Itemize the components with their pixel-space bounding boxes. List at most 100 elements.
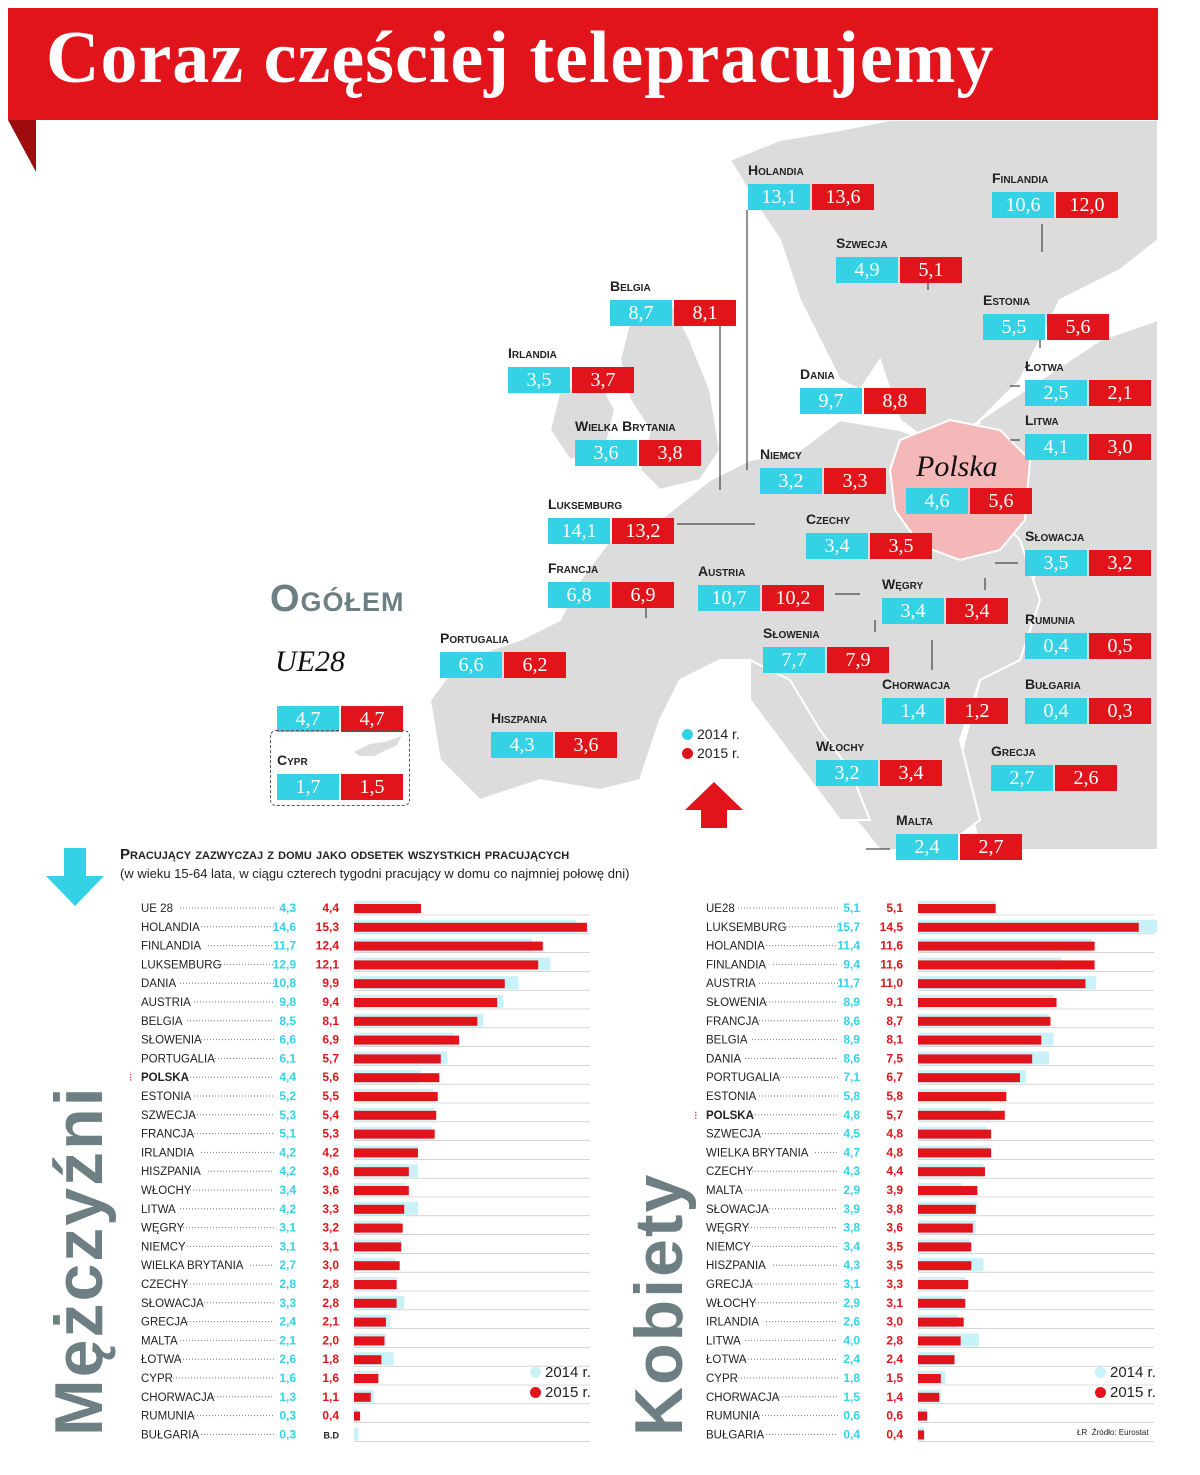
map-value-2014: 8,7 — [610, 300, 672, 326]
category-label: GRECJA — [706, 1279, 753, 1291]
value-label-2014: 4,4 — [279, 1070, 296, 1084]
value-label-2014: 4,3 — [279, 901, 296, 915]
value-label-2015: 5,8 — [886, 1089, 903, 1103]
map-value-2014: 2,7 — [991, 765, 1053, 791]
title-banner — [8, 8, 1158, 120]
map-value-2014: 4,6 — [906, 488, 968, 514]
category-label: WIELKA BRYTANIA — [141, 1260, 244, 1272]
highlight-marker: ⁝ — [129, 1072, 133, 1084]
credits-author: ŁR — [1077, 1428, 1088, 1437]
map-value-2014: 3,5 — [508, 367, 570, 393]
category-label: ŁOTWA — [706, 1354, 747, 1366]
category-label: MALTA — [141, 1335, 178, 1347]
highlight-marker: ⁝ — [694, 1110, 698, 1122]
value-label-2014: 4,3 — [843, 1164, 860, 1178]
map-value-2015: 12,0 — [1056, 192, 1118, 218]
category-label: LUKSEMBURG — [706, 922, 787, 934]
value-label-2015: 3,0 — [886, 1315, 903, 1329]
bar-2015 — [918, 1016, 1051, 1026]
value-label-2015: 11,6 — [880, 957, 903, 971]
bar-2015 — [918, 1073, 1021, 1083]
men-bar-chart: UE 28 4,3 4,4 HOLANDIA 14,6 15,3 FINLANDIA 11,7… — [129, 901, 590, 1442]
arrow-up-icon — [685, 782, 743, 828]
bar-2015 — [918, 1261, 972, 1271]
category-label: PORTUGALIA — [141, 1053, 215, 1065]
value-label-2015: 1,4 — [886, 1390, 903, 1404]
value-label-2015: 5,4 — [322, 1108, 339, 1122]
value-label-2015: 9,1 — [886, 995, 903, 1009]
value-label-2014: 5,2 — [279, 1089, 296, 1103]
category-label: WŁOCHY — [706, 1298, 757, 1310]
category-label: HOLANDIA — [141, 922, 200, 934]
value-label-2015: 3,3 — [322, 1202, 339, 1216]
value-label-2014: 1,6 — [279, 1371, 296, 1385]
map-value-2014: 5,5 — [983, 314, 1045, 340]
category-label: MALTA — [706, 1185, 743, 1197]
category-label: LITWA — [706, 1335, 741, 1347]
map-value-2014: 13,1 — [748, 184, 810, 210]
value-label-2014: 4,5 — [843, 1127, 860, 1141]
map-country-name: Włochy — [816, 738, 865, 754]
value-label-2014: 11,7 — [837, 976, 860, 990]
bar-2015 — [918, 1411, 928, 1421]
value-label-2014: 2,8 — [279, 1277, 296, 1291]
category-label: LITWA — [141, 1204, 176, 1216]
women-legend-dot-2015 — [1095, 1387, 1106, 1398]
credits-source: Źródło: Eurostat — [1091, 1428, 1149, 1437]
value-label-2014: 0,6 — [843, 1409, 860, 1423]
map-country-name: Grecja — [991, 743, 1036, 759]
category-label: FINLANDIA — [706, 959, 766, 971]
women-panel-label: Kobiety — [621, 1172, 697, 1436]
category-label: NIEMCY — [141, 1241, 186, 1253]
bar-2015 — [354, 941, 543, 951]
cypr-inset — [270, 730, 410, 806]
map-value-2014: 10,6 — [992, 192, 1054, 218]
category-label: SŁOWACJA — [141, 1298, 204, 1310]
map-value-2014: 14,1 — [548, 518, 610, 544]
bar-2015 — [354, 960, 539, 970]
value-label-2015: 3,6 — [322, 1164, 339, 1178]
category-label: FRANCJA — [141, 1129, 194, 1141]
bar-2015 — [918, 1167, 985, 1177]
category-label: WIELKA BRYTANIA — [706, 1147, 809, 1159]
ue28-label: UE28 — [275, 645, 345, 678]
value-label-2014: 2,4 — [843, 1352, 860, 1366]
bar-2015 — [354, 1186, 409, 1195]
category-label: WŁOCHY — [141, 1185, 192, 1197]
map-country-name: Hiszpania — [491, 710, 548, 726]
value-label-2015: 12,4 — [316, 939, 340, 953]
women-legend-2015: 2015 r. — [1095, 1384, 1156, 1404]
map-country-name: Łotwa — [1025, 358, 1064, 374]
value-label-2014: 8,6 — [843, 1051, 860, 1065]
map-country-name: Finlandia — [992, 170, 1049, 186]
map-country-name: Litwa — [1025, 412, 1059, 428]
map-value-2015: 3,8 — [639, 440, 701, 466]
value-label-2014: 4,2 — [279, 1164, 296, 1178]
value-label-2015: 3,1 — [886, 1296, 903, 1310]
map-country-name: Szwecja — [836, 235, 888, 251]
bar-2015 — [354, 1204, 405, 1214]
value-label-2015: 3,5 — [886, 1239, 903, 1253]
value-label-2014: 8,9 — [843, 995, 860, 1009]
value-label-2014: 4,2 — [279, 1202, 296, 1216]
value-label-2014: 3,3 — [279, 1296, 296, 1310]
women-chart-legend: 2014 r. 2015 r. — [1095, 1364, 1156, 1404]
bar-2015 — [918, 1110, 1005, 1120]
value-label-2015: 0,6 — [886, 1409, 903, 1423]
bar-2015 — [918, 1092, 1007, 1101]
category-label: CHORWACJA — [706, 1392, 780, 1404]
value-label-2014: 2,9 — [843, 1296, 860, 1310]
map-country-name: Austria — [698, 563, 746, 579]
category-label: CZECHY — [141, 1279, 189, 1291]
value-label-2014: 3,9 — [843, 1202, 860, 1216]
category-label: IRLANDIA — [141, 1147, 194, 1159]
value-label-2015: 6,9 — [322, 1033, 339, 1047]
bar-2015 — [354, 1374, 379, 1383]
ue28-2015-value: 4,7 — [341, 706, 403, 732]
value-label-2014: 12,9 — [273, 957, 297, 971]
map-country-name: Chorwacja — [882, 676, 951, 692]
category-label: CYPR — [706, 1373, 738, 1385]
value-label-2014: 1,3 — [279, 1390, 296, 1404]
value-label-2014: 5,8 — [843, 1089, 860, 1103]
category-label: BUŁGARIA — [141, 1429, 199, 1441]
